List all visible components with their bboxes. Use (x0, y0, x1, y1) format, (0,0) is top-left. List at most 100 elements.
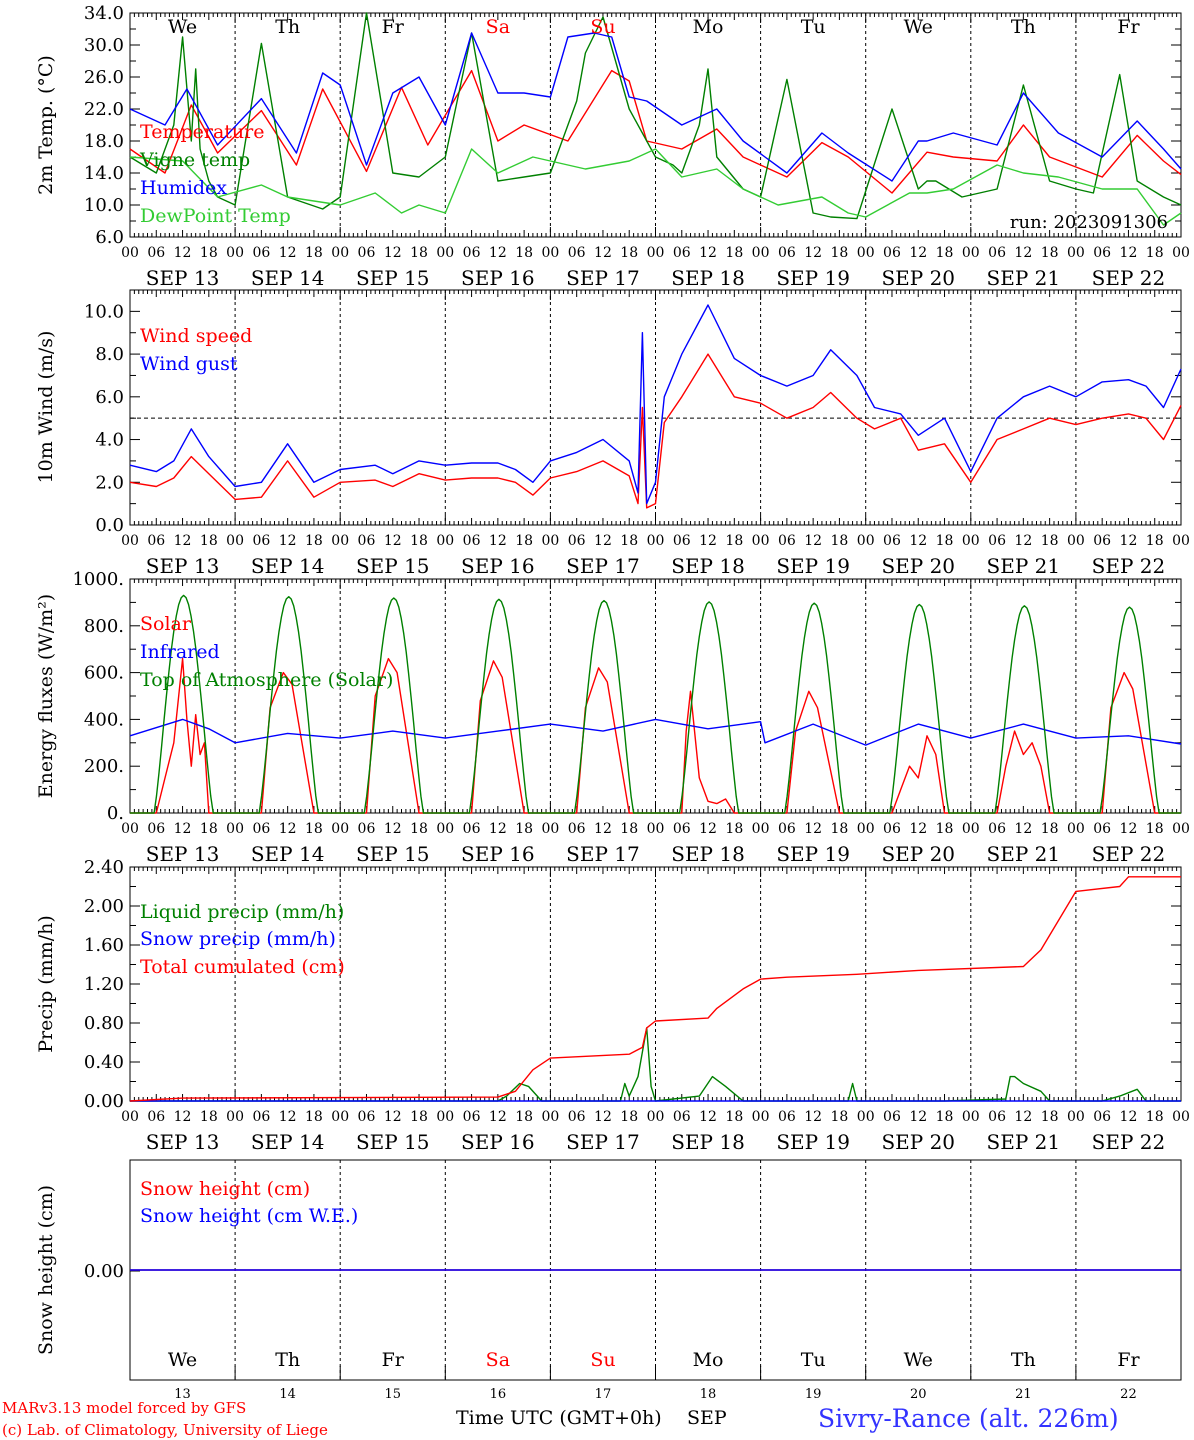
energy-hour-label: 18 (200, 821, 218, 837)
temperature-hour-label: 12 (804, 245, 822, 261)
wind-hour-label: 06 (463, 533, 481, 549)
temperature-panel: 6.0 10.0 14.0 18.0 22.0 26.0 30.0 34.0 00 06 12 18 S… (35, 3, 1190, 290)
temperature-hour-label: 18 (1146, 245, 1164, 261)
energy-date-label: SEP 22 (1092, 842, 1166, 866)
wind-hour-label: 00 (331, 533, 349, 549)
energy-date-label: SEP 14 (251, 842, 325, 866)
wind-date-label: SEP 14 (251, 554, 325, 578)
temperature-hour-label: 12 (279, 245, 297, 261)
precip-hour-label: 12 (174, 1109, 192, 1125)
temperature-hour-label: 00 (121, 245, 139, 261)
precip-hour-label: 06 (988, 1109, 1006, 1125)
weekday-label: Th (1011, 16, 1036, 38)
energy-hour-label: 00 (1067, 821, 1085, 837)
wind-ytick-label: 4.0 (95, 430, 124, 451)
temperature-hour-label: 12 (174, 245, 192, 261)
energy-hour-label: 12 (804, 821, 822, 837)
footer: MARv3.13 model forced by GFS (c) Lab. of… (2, 1399, 1119, 1439)
energy-hour-label: 12 (174, 821, 192, 837)
energy-ytick-label: 1000. (72, 569, 124, 590)
temperature-legend-2: Humidex (140, 177, 227, 199)
wind-hour-label: 06 (673, 533, 691, 549)
energy-hour-label: 18 (620, 821, 638, 837)
precip-date-label: SEP 13 (146, 1130, 220, 1154)
energy-hour-label: 12 (699, 821, 717, 837)
weekday-label: Su (590, 16, 615, 38)
temperature-hour-label: 18 (305, 245, 323, 261)
temperature-hour-label: 12 (489, 245, 507, 261)
wind-hour-label: 18 (410, 533, 428, 549)
wind-hour-label: 06 (147, 533, 165, 549)
temperature-date-label: SEP 15 (356, 266, 430, 290)
wind-date-label: SEP 22 (1092, 554, 1166, 578)
wind-hour-label: 00 (1067, 533, 1085, 549)
wind-date-label: SEP 13 (146, 554, 220, 578)
precip-hour-label: 00 (1067, 1109, 1085, 1125)
precip-hour-label: 00 (226, 1109, 244, 1125)
weekday-label: We (168, 16, 197, 38)
day-number-label: 22 (1120, 1387, 1137, 1402)
temperature-hour-label: 00 (752, 245, 770, 261)
weekday-label: Tu (801, 1349, 826, 1371)
energy-date-label: SEP 13 (146, 842, 220, 866)
precip-hour-label: 18 (515, 1109, 533, 1125)
time-axis-label: Time UTC (GMT+0h) (456, 1407, 662, 1429)
wind-ytick-label: 6.0 (95, 387, 124, 408)
temperature-ytick-label: 6.0 (95, 227, 124, 248)
energy-hour-label: 00 (121, 821, 139, 837)
precip-hour-label: 06 (568, 1109, 586, 1125)
month-label: SEP (687, 1407, 727, 1429)
precip-date-label: SEP 17 (566, 1130, 640, 1154)
precip-hour-label: 06 (358, 1109, 376, 1125)
precip-hour-label: 12 (699, 1109, 717, 1125)
wind-hour-label: 06 (252, 533, 270, 549)
energy-hour-label: 06 (883, 821, 901, 837)
energy-hour-label: 18 (831, 821, 849, 837)
temperature-hour-label: 12 (384, 245, 402, 261)
energy-legend-0: Solar (140, 613, 192, 635)
precip-hour-label: 00 (857, 1109, 875, 1125)
temperature-hour-label: 18 (725, 245, 743, 261)
wind-hour-label: 00 (121, 533, 139, 549)
precip-hour-label: 18 (410, 1109, 428, 1125)
precip-date-label: SEP 15 (356, 1130, 430, 1154)
wind-hour-label: 06 (358, 533, 376, 549)
wind-hour-label: 00 (752, 533, 770, 549)
temperature-ytick-label: 14.0 (84, 163, 124, 184)
temperature-series-1 (129, 12, 1182, 220)
energy-hour-label: 00 (962, 821, 980, 837)
weekday-label: We (168, 1349, 197, 1371)
temperature-legend-3: DewPoint Temp (140, 205, 291, 227)
temperature-series-3 (129, 148, 1182, 226)
wind-hour-label: 18 (620, 533, 638, 549)
temperature-hour-label: 00 (226, 245, 244, 261)
precip-legend-1: Snow precip (mm/h) (140, 928, 336, 950)
energy-date-label: SEP 21 (987, 842, 1061, 866)
temperature-ytick-label: 10.0 (84, 195, 124, 216)
energy-hour-label: 12 (1120, 821, 1138, 837)
temperature-date-label: SEP 13 (146, 266, 220, 290)
precip-date-label: SEP 14 (251, 1130, 325, 1154)
energy-hour-label: 00 (647, 821, 665, 837)
wind-hour-label: 06 (1093, 533, 1111, 549)
temperature-ytick-label: 34.0 (84, 3, 124, 24)
weekday-label: Th (1011, 1349, 1036, 1371)
energy-series-2 (130, 594, 1181, 814)
energy-hour-label: 12 (384, 821, 402, 837)
snow-ylabel: Snow height (cm) (35, 1185, 57, 1355)
temperature-hour-label: 12 (1014, 245, 1032, 261)
energy-ytick-label: 800. (84, 616, 124, 637)
wind-hour-label: 00 (962, 533, 980, 549)
precip-date-label: SEP 18 (671, 1130, 745, 1154)
energy-hour-label: 06 (463, 821, 481, 837)
precip-legend-0: Liquid precip (mm/h) (140, 901, 344, 923)
energy-date-label: SEP 17 (566, 842, 640, 866)
wind-hour-label: 12 (489, 533, 507, 549)
precip-panel: 0.00 0.40 0.80 1.20 1.60 2.00 2.40 00 06 12 18 SEP … (35, 857, 1190, 1154)
wind-hour-label: 12 (174, 533, 192, 549)
precip-hour-label: 18 (1041, 1109, 1059, 1125)
energy-hour-label: 06 (988, 821, 1006, 837)
precip-series-0 (130, 1027, 1181, 1102)
wind-date-label: SEP 19 (776, 554, 850, 578)
